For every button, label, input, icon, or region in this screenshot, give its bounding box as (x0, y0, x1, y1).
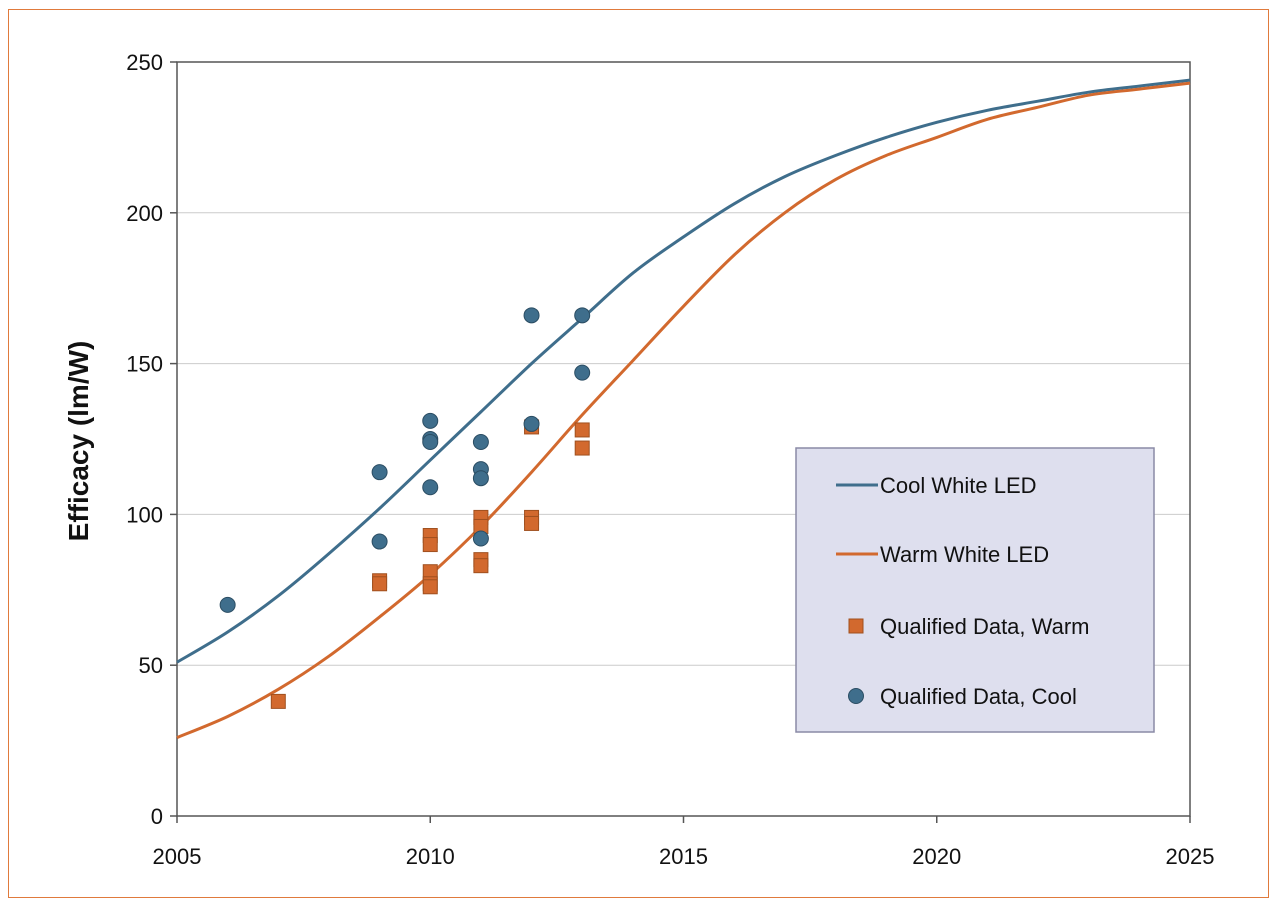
cool-data-point (574, 364, 591, 381)
cool-data-point (219, 596, 236, 613)
series-lines (176, 78, 1191, 739)
x-tick-label: 2005 (153, 844, 202, 869)
legend-box (795, 447, 1155, 733)
chart-frame (8, 9, 1269, 898)
warm-data-point (422, 579, 438, 595)
cool-data-point (523, 307, 540, 324)
cool-data-point (422, 479, 439, 496)
cool-data-point (371, 464, 388, 481)
warm-white-ledcurve (176, 81, 1191, 739)
warm-data-point (574, 422, 590, 438)
x-tick-label: 2020 (912, 844, 961, 869)
y-tick-label: 100 (126, 502, 163, 527)
warm-data-point (372, 576, 388, 592)
warm-data-point (473, 558, 489, 574)
y-tick-label: 200 (126, 201, 163, 226)
cool-data-point (574, 307, 591, 324)
warm-data-point (422, 537, 438, 553)
y-tick-label: 150 (126, 352, 163, 377)
cool-data-point (472, 530, 489, 547)
legend-label: Warm White LED (880, 542, 1049, 567)
legend-label: Cool White LED (880, 473, 1037, 498)
cool-white-ledcurve (176, 78, 1191, 664)
y-tick-label: 0 (151, 804, 163, 829)
legend-circle-swatch (848, 688, 864, 704)
legend-label: Qualified Data, Cool (880, 684, 1077, 709)
cool-data-point (472, 470, 489, 487)
cool-data-point (371, 533, 388, 550)
x-tick-label: 2025 (1166, 844, 1215, 869)
x-tick-label: 2015 (659, 844, 708, 869)
cool-data-point (422, 412, 439, 429)
warm-data-point (524, 515, 540, 531)
y-tick-label: 250 (126, 50, 163, 75)
data-points (219, 307, 591, 709)
legend: Cool White LED Warm White LED Qualified Da… (795, 447, 1155, 733)
axes: 0 50 100 150 200 250 2005 2010 2015 2020 2025 (126, 50, 1214, 869)
cool-data-point (422, 434, 439, 451)
x-tick-label: 2010 (406, 844, 455, 869)
warm-data-point (574, 440, 590, 456)
legend-square-swatch (848, 618, 864, 634)
cool-data-point (472, 434, 489, 451)
cool-data-point (523, 415, 540, 432)
y-tick-label: 50 (139, 653, 163, 678)
legend-label: Qualified Data, Warm (880, 614, 1089, 639)
y-axis-title: Efficacy (lm/W) (63, 341, 94, 542)
warm-data-point (270, 693, 286, 709)
